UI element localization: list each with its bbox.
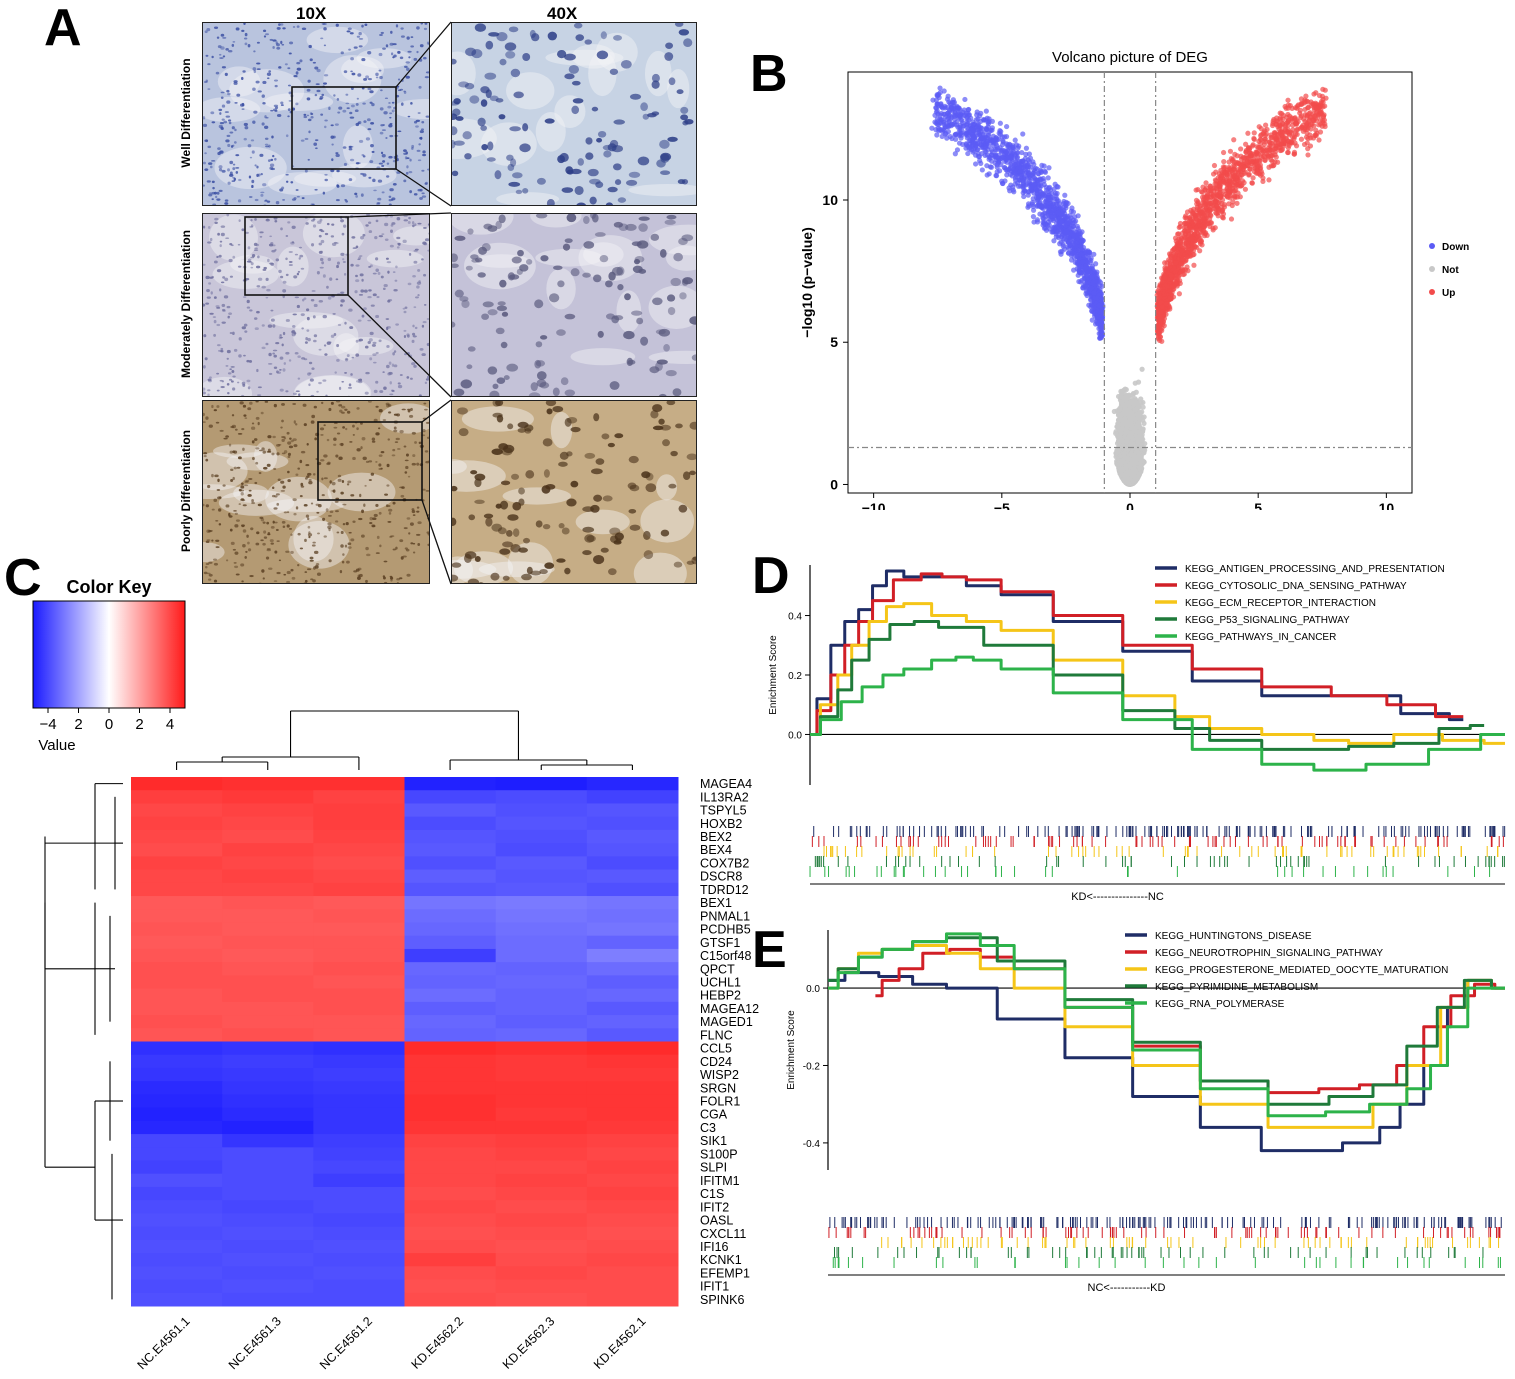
point-not: [1126, 408, 1133, 414]
point-not: [1123, 470, 1129, 477]
micrograph-10x: [202, 400, 430, 584]
point-not: [1126, 433, 1133, 439]
point-not: [1125, 392, 1131, 399]
point-not: [1120, 402, 1126, 408]
micrograph-40x: [451, 22, 697, 206]
tissue-texture: [452, 214, 696, 396]
point-not: [1137, 461, 1143, 467]
point-down: [1007, 188, 1013, 194]
point-not: [1134, 442, 1140, 449]
volcano-plot: Volcano picture of DEG−10−505100510log2 …: [799, 49, 1469, 510]
point-not: [1126, 481, 1132, 487]
micrograph-10x: [202, 22, 430, 206]
tissue-texture: [452, 23, 696, 205]
tissue-texture: [203, 23, 429, 205]
point-down: [962, 96, 968, 103]
point-not: [1125, 456, 1131, 462]
point-not: [1130, 391, 1136, 398]
point-not: [1122, 411, 1128, 417]
point-not: [1133, 468, 1139, 474]
zoom-box: [317, 421, 423, 501]
zoom-line: [395, 21, 452, 88]
chart-title: Volcano picture of DEG: [1052, 49, 1208, 66]
point-down: [1091, 251, 1097, 257]
point-not: [1131, 453, 1137, 459]
point-down: [1062, 192, 1068, 198]
zoom-box: [291, 86, 397, 170]
point-down: [1010, 184, 1016, 190]
point-down: [1089, 317, 1095, 323]
point-not: [1132, 407, 1139, 413]
col-header-40x: 40X: [547, 4, 578, 23]
point-down: [994, 164, 1000, 170]
tissue-texture: [452, 401, 696, 583]
point-not: [1139, 366, 1145, 372]
zoom-line: [421, 499, 452, 585]
point-not: [1136, 430, 1143, 436]
point-not: [1117, 405, 1123, 411]
point-down: [965, 150, 971, 157]
point-not: [1140, 417, 1146, 423]
point-not: [1128, 440, 1134, 446]
zoom-line: [347, 294, 452, 398]
tissue-texture: [203, 401, 429, 583]
point-not: [1121, 456, 1127, 463]
point-down: [983, 108, 989, 114]
col-header-10x: 10X: [296, 4, 327, 23]
point-not: [1131, 478, 1137, 484]
micrograph-40x: [451, 213, 697, 397]
zoom-overlay: [244, 21, 452, 585]
point-down: [1023, 145, 1030, 151]
point-not: [1126, 418, 1132, 424]
point-not: [1118, 388, 1124, 395]
point-not: [1124, 475, 1130, 481]
point-down: [1019, 149, 1025, 156]
point-down: [937, 85, 943, 91]
point-not: [1124, 463, 1131, 469]
point-not: [1120, 418, 1126, 424]
point-not: [1122, 407, 1129, 413]
tissue-texture: [203, 214, 429, 396]
micrograph-40x: [451, 400, 697, 584]
point-not: [1117, 460, 1124, 466]
point-not: [1129, 459, 1136, 465]
point-not: [1123, 438, 1130, 445]
point-not: [1135, 434, 1141, 440]
point-not: [1118, 394, 1124, 400]
point-down: [952, 151, 958, 157]
point-not: [1123, 387, 1129, 393]
point-down: [929, 125, 935, 131]
point-not: [1132, 380, 1138, 386]
point-not: [1118, 466, 1124, 472]
zoom-line: [347, 212, 452, 218]
zoom-line: [395, 168, 452, 207]
zoom-line: [421, 399, 452, 423]
point-not: [1134, 412, 1140, 418]
point-not: [1116, 447, 1122, 453]
point-down: [972, 161, 979, 167]
point-not: [1127, 399, 1133, 406]
point-not: [1123, 428, 1129, 434]
point-not: [1133, 425, 1139, 431]
point-not: [1117, 433, 1123, 440]
point-down: [1023, 151, 1029, 157]
point-down: [1037, 211, 1043, 217]
point-not: [1113, 450, 1119, 456]
zoom-box: [244, 216, 349, 296]
point-down: [1046, 165, 1052, 171]
point-not: [1140, 404, 1146, 410]
panel-letter-b: B: [750, 45, 788, 103]
micrograph-10x: [202, 213, 430, 397]
point-not: [1116, 426, 1122, 433]
panel-letter-a: A: [44, 0, 82, 57]
point-not: [1136, 456, 1143, 462]
points: [929, 85, 1329, 487]
point-not: [1131, 473, 1137, 479]
